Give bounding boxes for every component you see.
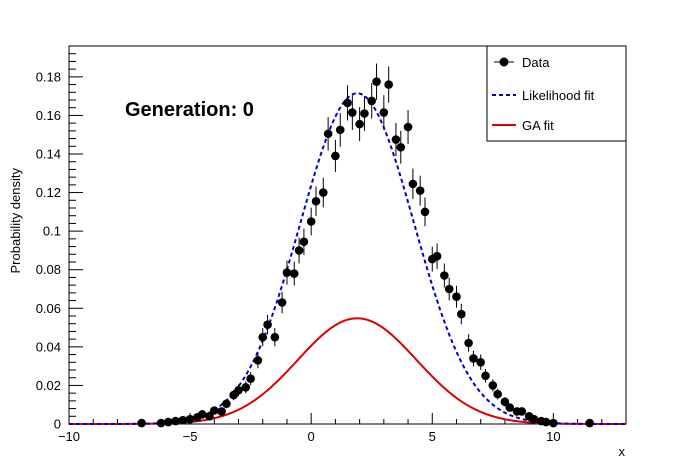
data-point: [403, 122, 413, 132]
data-point: [517, 407, 527, 416]
data-points-layer: [137, 63, 594, 428]
y-tick-label: 0.14: [36, 147, 61, 162]
data-point: [277, 298, 287, 307]
legend: Data Likelihood fit GA fit: [486, 45, 627, 142]
data-point: [464, 338, 473, 348]
y-tick-label: 0.16: [36, 108, 61, 123]
data-point: [318, 188, 328, 197]
legend-data-label: Data: [522, 55, 550, 70]
data-point: [246, 374, 255, 383]
y-axis-title: Probability density: [8, 168, 23, 274]
x-tick-label: −10: [58, 429, 80, 444]
data-point: [505, 403, 515, 412]
data-point: [234, 385, 243, 395]
x-tick-label: 0: [308, 429, 315, 444]
data-point: [185, 414, 195, 424]
data-point: [469, 354, 478, 363]
data-point: [217, 407, 226, 416]
x-tick-label: −5: [183, 429, 198, 444]
y-tick-label: 0.06: [36, 301, 61, 316]
data-point: [384, 80, 393, 89]
data-point: [222, 399, 231, 409]
data-point: [360, 109, 369, 118]
data-point: [396, 142, 406, 152]
y-tick-label: 0: [54, 417, 61, 432]
data-point: [481, 371, 490, 381]
data-point: [367, 96, 377, 106]
data-point: [541, 417, 551, 427]
data-point: [420, 207, 430, 217]
data-point: [391, 135, 401, 144]
data-point: [331, 151, 340, 161]
data-point: [258, 332, 268, 342]
data-point: [585, 418, 594, 428]
data-point: [549, 418, 558, 428]
data-point: [457, 309, 466, 319]
data-point: [379, 108, 389, 117]
data-point: [415, 186, 425, 195]
data-point: [343, 98, 352, 108]
data-point: [355, 119, 364, 129]
data-point: [432, 251, 442, 261]
data-point: [137, 418, 146, 428]
data-point: [444, 284, 454, 294]
data-point: [163, 417, 173, 427]
data-point: [241, 383, 251, 392]
data-point: [476, 357, 485, 367]
legend-ga-label: GA fit: [522, 118, 554, 133]
legend-likelihood-label: Likelihood fit: [522, 88, 595, 103]
data-point: [197, 410, 207, 419]
data-point: [372, 77, 381, 86]
data-point: [263, 320, 272, 329]
x-tick-label: 5: [429, 429, 436, 444]
y-tick-label: 0.18: [36, 69, 61, 84]
data-point: [500, 397, 510, 407]
data-point: [311, 196, 321, 206]
y-tick-label: 0.12: [36, 185, 61, 200]
data-point: [529, 414, 539, 424]
data-point: [408, 179, 418, 189]
plot-frame-layer: [68, 45, 627, 425]
y-tick-label: 0.04: [36, 339, 61, 354]
data-point: [335, 125, 345, 135]
data-point: [488, 381, 498, 390]
data-point: [270, 332, 280, 342]
data-point: [289, 269, 299, 278]
generation-annotation: Generation: 0: [125, 99, 254, 121]
x-tick-label: 10: [546, 429, 560, 444]
data-point: [205, 411, 214, 421]
data-point: [210, 406, 219, 415]
data-point: [299, 237, 309, 247]
legend-data-marker: [499, 57, 509, 67]
data-point: [323, 129, 333, 139]
y-tick-label: 0.02: [36, 378, 61, 393]
y-tick-label: 0.1: [43, 224, 61, 239]
data-point: [156, 418, 166, 428]
axis-labels-layer: −10 −5 0 5 10 0 0.02 0.04 0.06 0.08 0.1 0.12 0.14 0.1…: [36, 69, 561, 444]
data-point: [294, 246, 304, 255]
data-point: [440, 271, 449, 280]
data-point: [171, 416, 180, 426]
data-point: [178, 415, 188, 425]
data-point: [493, 389, 502, 399]
plot-frame: [68, 45, 627, 425]
y-tick-label: 0.08: [36, 262, 61, 277]
data-point: [282, 268, 292, 277]
x-axis-title: x: [619, 444, 626, 459]
data-point: [253, 356, 263, 365]
data-point: [452, 292, 461, 302]
data-point: [306, 217, 316, 226]
data-point: [348, 108, 357, 117]
